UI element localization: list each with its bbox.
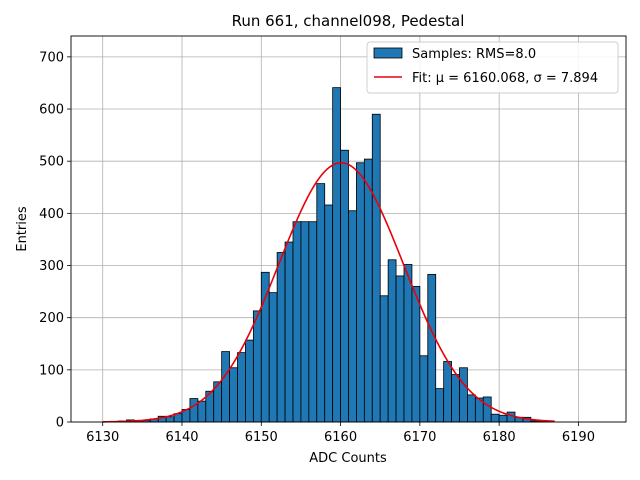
- y-tick-label: 200: [39, 311, 64, 326]
- histogram-bar: [308, 221, 318, 423]
- legend-box: [366, 41, 619, 94]
- histogram-bar: [245, 339, 254, 423]
- histogram-bar: [411, 285, 421, 423]
- y-tick-label: 700: [39, 50, 64, 65]
- legend-label-fit: Fit: μ = 6160.068, σ = 7.894: [412, 71, 598, 86]
- histogram-bar: [197, 400, 207, 423]
- histogram-bar: [379, 295, 389, 423]
- histogram-bar: [189, 398, 199, 423]
- histogram-bar: [276, 252, 286, 423]
- y-tick-label: 0: [56, 416, 64, 431]
- histogram-bar: [237, 352, 246, 423]
- y-tick-label: 300: [39, 259, 64, 274]
- histogram-bar: [324, 204, 334, 423]
- histogram-bar: [284, 241, 294, 423]
- x-tick-label: 6170: [403, 430, 436, 445]
- histogram-bar: [363, 158, 373, 423]
- legend-swatch-samples: [373, 47, 403, 59]
- x-tick-label: 6160: [324, 430, 357, 445]
- histogram-bar: [268, 292, 278, 423]
- histogram-bar: [419, 355, 429, 423]
- gaussian-fit-line: [102, 161, 555, 423]
- histogram-bar: [459, 367, 468, 423]
- histogram-bar: [260, 271, 270, 423]
- histogram-bar: [490, 413, 500, 423]
- histogram-bar: [371, 113, 381, 423]
- y-tick-label: 600: [39, 103, 64, 118]
- plot-frame: [70, 35, 627, 423]
- x-tick-label: 6140: [165, 430, 198, 445]
- histogram-bar: [387, 259, 397, 423]
- histogram-bar: [356, 162, 365, 423]
- legend-label-samples: Samples: RMS=8.0: [412, 47, 536, 62]
- histogram-bar: [443, 361, 452, 423]
- x-axis-ticks: 6130 6140 6150 6160 6170 6180 6190: [86, 422, 595, 445]
- y-axis-ticks: 0 100 200 300 400 500 600 700: [39, 50, 71, 431]
- histogram-bar: [229, 367, 238, 423]
- histogram-bar: [165, 416, 175, 423]
- histogram-bar: [300, 221, 310, 423]
- x-tick-label: 6190: [562, 430, 595, 445]
- histogram-bar: [292, 221, 302, 423]
- histogram-bar: [332, 87, 341, 423]
- y-tick-label: 500: [39, 155, 64, 170]
- x-axis-label: ADC Counts: [309, 451, 387, 466]
- histogram-bar: [403, 264, 413, 423]
- x-tick-label: 6180: [483, 430, 516, 445]
- histogram-bar: [427, 273, 437, 423]
- chart-title: Run 661, channel098, Pedestal: [232, 12, 465, 30]
- histogram-bar: [451, 374, 460, 423]
- histogram-bar: [482, 396, 492, 423]
- histogram-bar: [252, 310, 262, 423]
- y-tick-label: 100: [39, 363, 64, 378]
- histogram-bar: [340, 149, 349, 423]
- y-axis-label: Entries: [15, 206, 30, 252]
- histogram-bar: [395, 275, 405, 423]
- x-tick-label: 6150: [245, 430, 278, 445]
- histogram-bar: [498, 414, 508, 423]
- histogram-bar: [467, 394, 476, 423]
- histogram-bar: [348, 210, 357, 423]
- histogram-bar: [435, 388, 445, 423]
- histogram-bar: [221, 351, 230, 423]
- histogram-bars: [110, 87, 548, 423]
- x-tick-label: 6130: [86, 430, 119, 445]
- histogram-bar: [316, 183, 326, 423]
- legend: Samples: RMS=8.0 Fit: μ = 6160.068, σ = …: [366, 41, 619, 94]
- y-tick-label: 400: [39, 207, 64, 222]
